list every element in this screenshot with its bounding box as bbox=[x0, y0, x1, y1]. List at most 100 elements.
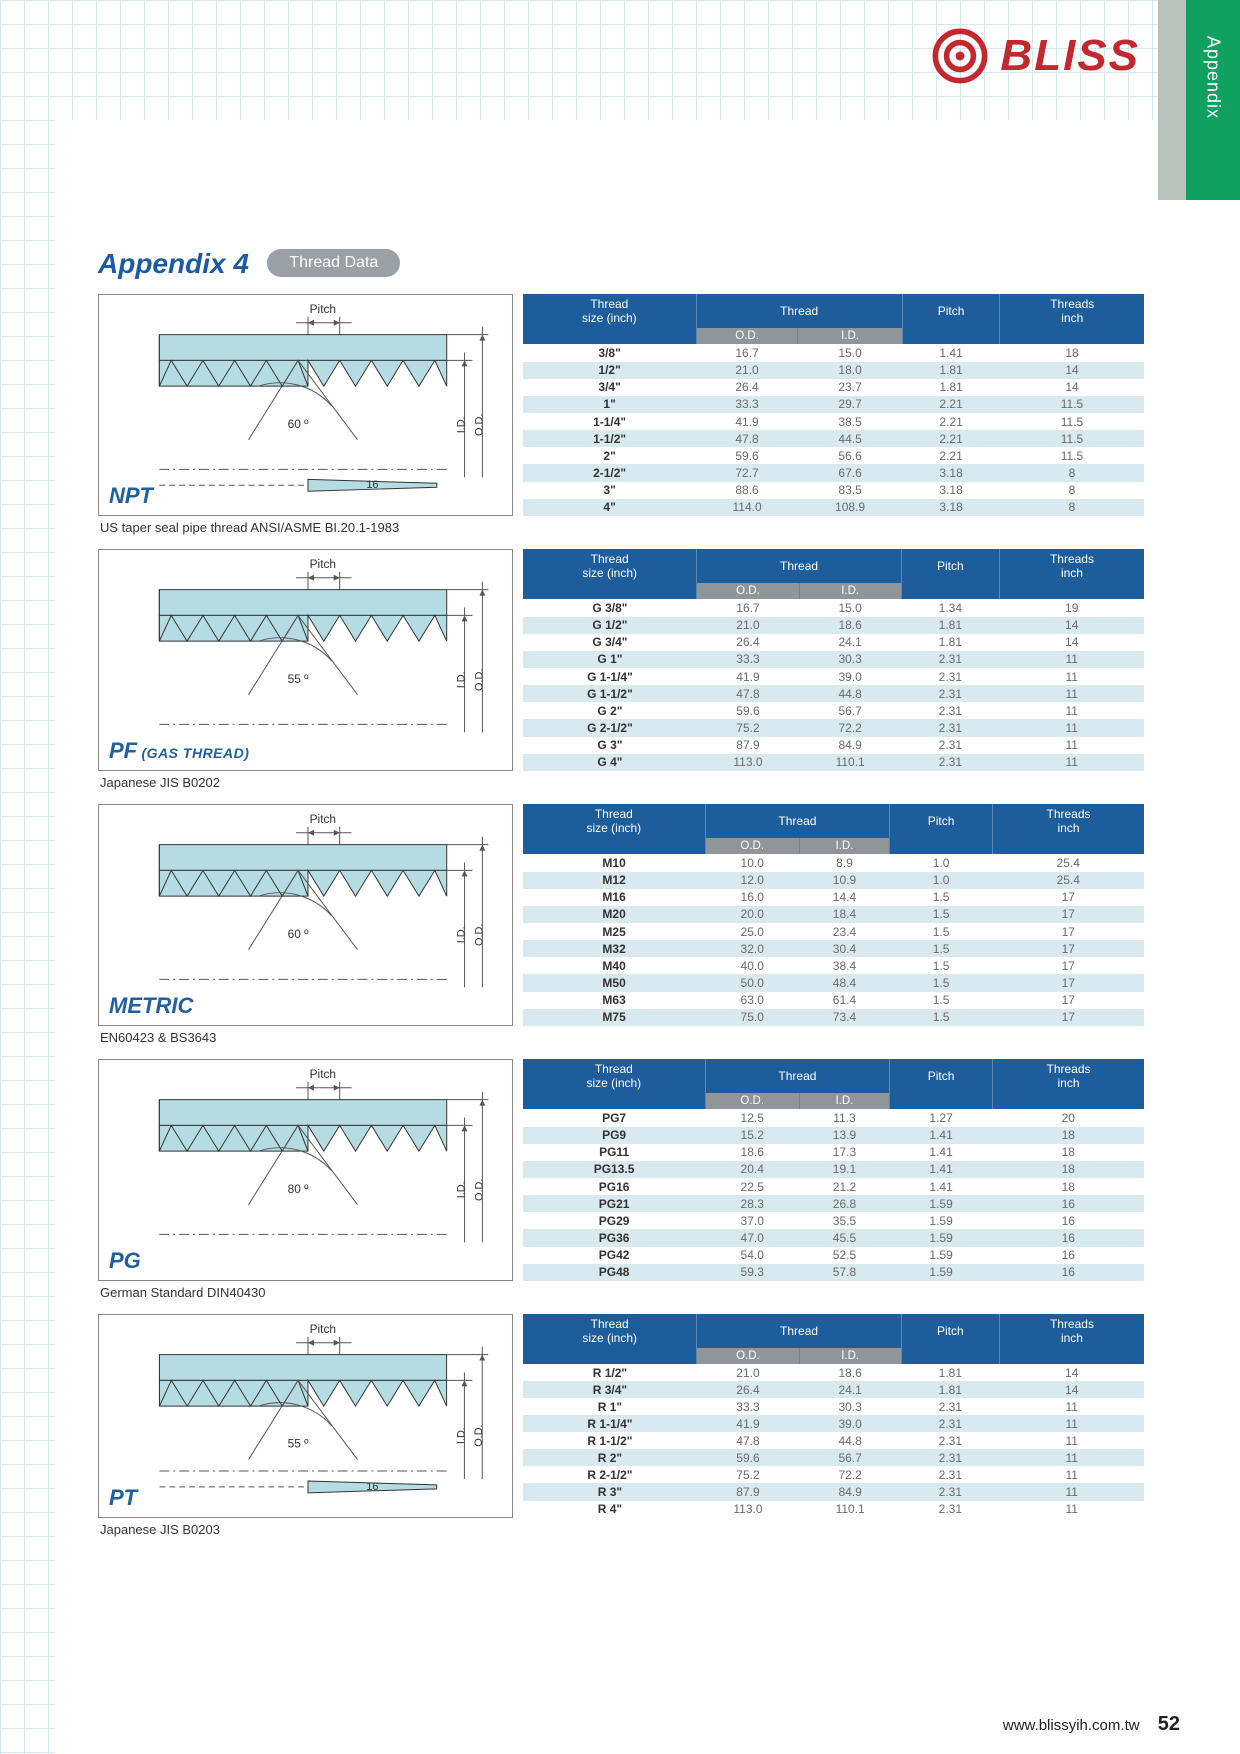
cell: 1-1/2" bbox=[523, 430, 696, 447]
cell: PG7 bbox=[523, 1109, 705, 1126]
cell: 1.41 bbox=[902, 344, 1000, 361]
table-row: G 1-1/4"41.939.02.3111 bbox=[523, 668, 1144, 685]
cell: 11.5 bbox=[1000, 447, 1144, 464]
table-row: M6363.061.41.517 bbox=[523, 992, 1144, 1009]
thread-type-label: NPT bbox=[109, 483, 153, 509]
cell: 1.81 bbox=[901, 617, 999, 634]
table-row: G 3/8"16.715.01.3419 bbox=[523, 599, 1144, 616]
cell: 75.2 bbox=[697, 1466, 799, 1483]
cell: 2.31 bbox=[901, 1415, 999, 1432]
cell: 21.2 bbox=[799, 1178, 889, 1195]
section-pt: Pitch 55 º I.D. O.D. 16 PT bbox=[98, 1314, 1144, 1537]
cell: 1.59 bbox=[890, 1247, 993, 1264]
cell: 25.0 bbox=[705, 923, 799, 940]
cell: 1.5 bbox=[890, 889, 993, 906]
table-row: 3/8"16.715.01.4118 bbox=[523, 344, 1144, 361]
table-row: M1616.014.41.517 bbox=[523, 889, 1144, 906]
cell: 1.5 bbox=[890, 906, 993, 923]
cell: 18.6 bbox=[799, 1364, 901, 1381]
cell: 28.3 bbox=[705, 1195, 799, 1212]
cell: 10.0 bbox=[705, 854, 799, 871]
table-row: PG4859.357.81.5916 bbox=[523, 1264, 1144, 1281]
svg-text:O.D.: O.D. bbox=[473, 924, 485, 946]
table-row: PG712.511.31.2720 bbox=[523, 1109, 1144, 1126]
cell: G 3/8" bbox=[523, 599, 697, 616]
cell: 16.7 bbox=[697, 599, 799, 616]
table-row: 2-1/2"72.767.63.188 bbox=[523, 464, 1144, 481]
cell: 40.0 bbox=[705, 957, 799, 974]
cell: 1.5 bbox=[890, 992, 993, 1009]
cell: 26.4 bbox=[697, 1381, 799, 1398]
cell: R 1/2" bbox=[523, 1364, 697, 1381]
cell: 1.5 bbox=[890, 974, 993, 991]
cell: 26.4 bbox=[696, 379, 798, 396]
cell: 17 bbox=[993, 940, 1144, 957]
cell: 11 bbox=[999, 1483, 1144, 1500]
cell: 2.31 bbox=[901, 1398, 999, 1415]
thread-standard-desc: EN60423 & BS3643 bbox=[100, 1030, 1144, 1045]
cell: 19 bbox=[999, 599, 1144, 616]
cell: 14 bbox=[999, 617, 1144, 634]
table-row: M5050.048.41.517 bbox=[523, 974, 1144, 991]
cell: 15.2 bbox=[705, 1127, 799, 1144]
thread-standard-desc: Japanese JIS B0202 bbox=[100, 775, 1144, 790]
cell: 11 bbox=[999, 719, 1144, 736]
cell: 1/2" bbox=[523, 362, 696, 379]
cell: 19.1 bbox=[799, 1161, 889, 1178]
cell: 11 bbox=[999, 754, 1144, 771]
svg-text:60 º: 60 º bbox=[288, 417, 310, 431]
cell: 1-1/4" bbox=[523, 413, 696, 430]
cell: 72.2 bbox=[799, 1466, 901, 1483]
cell: 22.5 bbox=[705, 1178, 799, 1195]
target-icon bbox=[932, 28, 988, 84]
cell: 11 bbox=[999, 1415, 1144, 1432]
table-row: R 1-1/4"41.939.02.3111 bbox=[523, 1415, 1144, 1432]
table-row: R 2"59.656.72.3111 bbox=[523, 1449, 1144, 1466]
cell: M20 bbox=[523, 906, 705, 923]
side-tab: Appendix bbox=[1186, 0, 1240, 200]
cell: 18 bbox=[993, 1127, 1144, 1144]
svg-text:I.D.: I.D. bbox=[456, 926, 468, 943]
cell: PG13.5 bbox=[523, 1161, 705, 1178]
svg-text:I.D.: I.D. bbox=[456, 671, 468, 688]
cell: 2.31 bbox=[901, 754, 999, 771]
cell: 1.34 bbox=[901, 599, 999, 616]
cell: 21.0 bbox=[697, 617, 799, 634]
cell: G 1" bbox=[523, 651, 697, 668]
cell: 33.3 bbox=[697, 651, 799, 668]
cell: 88.6 bbox=[696, 482, 798, 499]
cell: 25.4 bbox=[993, 872, 1144, 889]
cell: 52.5 bbox=[799, 1247, 889, 1264]
cell: 24.1 bbox=[799, 634, 901, 651]
cell: 2.31 bbox=[901, 1483, 999, 1500]
cell: 47.8 bbox=[696, 430, 798, 447]
cell: 2.31 bbox=[901, 685, 999, 702]
content: Appendix 4 Thread Data Pitch 60 º I.D. O… bbox=[98, 248, 1144, 1541]
cell: 59.6 bbox=[697, 1449, 799, 1466]
svg-text:Pitch: Pitch bbox=[310, 302, 336, 316]
cell: 1.41 bbox=[890, 1144, 993, 1161]
cell: 11.5 bbox=[1000, 396, 1144, 413]
svg-text:Pitch: Pitch bbox=[310, 1067, 336, 1081]
svg-text:Pitch: Pitch bbox=[310, 557, 336, 571]
svg-text:Pitch: Pitch bbox=[310, 812, 336, 826]
cell: 87.9 bbox=[697, 1483, 799, 1500]
table-row: R 2-1/2"75.272.22.3111 bbox=[523, 1466, 1144, 1483]
cell: 1.81 bbox=[902, 362, 1000, 379]
cell: 56.7 bbox=[799, 1449, 901, 1466]
table-row: M1212.010.91.025.4 bbox=[523, 872, 1144, 889]
cell: 23.4 bbox=[799, 923, 889, 940]
cell: G 1/2" bbox=[523, 617, 697, 634]
cell: 11.5 bbox=[1000, 413, 1144, 430]
cell: 54.0 bbox=[705, 1247, 799, 1264]
cell: 24.1 bbox=[799, 1381, 901, 1398]
cell: 20.4 bbox=[705, 1161, 799, 1178]
cell: G 4" bbox=[523, 754, 697, 771]
table-row: 1/2"21.018.01.8114 bbox=[523, 362, 1144, 379]
cell: 1.5 bbox=[890, 923, 993, 940]
table-row: G 1"33.330.32.3111 bbox=[523, 651, 1144, 668]
cell: 44.5 bbox=[798, 430, 902, 447]
section-pg: Pitch 80 º I.D. O.D. PG Threadsize (inch bbox=[98, 1059, 1144, 1300]
thread-diagram: Pitch 60 º I.D. O.D. METRIC bbox=[98, 804, 513, 1026]
cell: 61.4 bbox=[799, 992, 889, 1009]
